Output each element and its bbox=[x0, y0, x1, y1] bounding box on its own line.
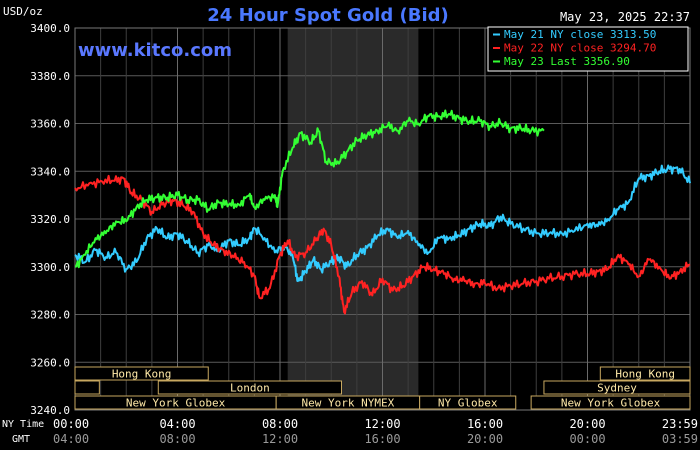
watermark: www.kitco.com bbox=[78, 40, 232, 61]
session-box bbox=[157, 380, 342, 395]
chart-title: 24 Hour Spot Gold (Bid) bbox=[207, 5, 448, 26]
x-tick-ny: 12:00 bbox=[364, 417, 400, 431]
session-label: Sydney bbox=[597, 382, 637, 395]
session-box bbox=[74, 380, 100, 395]
session-box bbox=[530, 395, 691, 410]
session-label: New York NYMEX bbox=[302, 397, 395, 410]
session-label: New York Globex bbox=[561, 397, 661, 410]
y-tick-label: 3380.0 bbox=[30, 70, 70, 83]
session-box bbox=[599, 366, 691, 381]
y-tick-label: 3300.0 bbox=[30, 261, 70, 274]
session-label: London bbox=[230, 382, 270, 395]
x-tick-ny: 00:00 bbox=[53, 417, 89, 431]
x-tick-gmt: 12:00 bbox=[262, 432, 298, 446]
unit-label: USD/oz bbox=[3, 5, 43, 18]
series-line-1 bbox=[74, 164, 691, 283]
legend-entry: May 23 Last 3356.90 bbox=[504, 55, 630, 68]
y-tick-label: 3240.0 bbox=[30, 404, 70, 417]
x-tick-gmt: 20:00 bbox=[467, 432, 503, 446]
y-tick-label: 3280.0 bbox=[30, 309, 70, 322]
gmt-row-label: GMT bbox=[12, 434, 30, 445]
y-tick-label: 3360.0 bbox=[30, 118, 70, 131]
series-line-3 bbox=[74, 109, 545, 269]
session-box bbox=[74, 366, 209, 381]
x-tick-gmt: 16:00 bbox=[364, 432, 400, 446]
session-box bbox=[419, 395, 517, 410]
x-tick-gmt: 00:00 bbox=[569, 432, 605, 446]
timestamp: May 23, 2025 22:37 bbox=[560, 10, 690, 24]
x-tick-ny: 20:00 bbox=[569, 417, 605, 431]
session-label: New York Globex bbox=[126, 397, 226, 410]
plot-frame bbox=[74, 27, 691, 411]
x-tick-gmt: 04:00 bbox=[53, 432, 89, 446]
y-tick-label: 3260.0 bbox=[30, 356, 70, 369]
x-tick-ny: 08:00 bbox=[262, 417, 298, 431]
y-tick-label: 3400.0 bbox=[30, 22, 70, 35]
session-box bbox=[543, 380, 691, 395]
x-tick-ny: 04:00 bbox=[159, 417, 195, 431]
y-tick-label: 3340.0 bbox=[30, 165, 70, 178]
x-tick-ny: 23:59 bbox=[662, 417, 698, 431]
session-label: Hong Kong bbox=[615, 368, 675, 381]
x-tick-gmt: 03:59 bbox=[662, 432, 698, 446]
y-tick-label: 3320.0 bbox=[30, 213, 70, 226]
series-line-2 bbox=[74, 174, 691, 315]
session-label: NY Globex bbox=[438, 397, 498, 410]
ny-time-row-label: NY Time bbox=[2, 419, 44, 430]
x-tick-ny: 16:00 bbox=[467, 417, 503, 431]
x-tick-gmt: 08:00 bbox=[159, 432, 195, 446]
legend-entry: May 21 NY close 3313.50 bbox=[504, 28, 656, 41]
legend-entry: May 22 NY close 3294.70 bbox=[504, 42, 656, 55]
legend-box bbox=[487, 26, 689, 72]
session-label: Hong Kong bbox=[112, 368, 172, 381]
